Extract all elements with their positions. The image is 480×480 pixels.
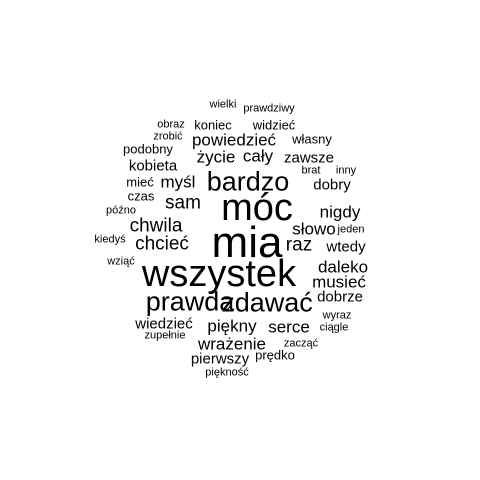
word-caly: cały [242, 146, 274, 166]
word-inny: inny [335, 164, 357, 177]
word-widziec: widzieć [252, 117, 296, 133]
word-miec: mieć [126, 174, 154, 190]
word-podobny: podobny [123, 141, 173, 157]
word-zupelnie: zupełnie [144, 329, 186, 342]
word-czas: czas [127, 188, 155, 204]
word-nigdy: nigdy [319, 202, 361, 222]
word-raz: raz [285, 234, 313, 256]
word-pozno: późno [106, 204, 136, 217]
word-bardzo: bardzo [206, 166, 290, 197]
word-zawsze: zawsze [283, 149, 335, 167]
word-brat: brat [301, 164, 321, 177]
word-jeden: jeden [337, 223, 365, 236]
word-zdawac: zdawać [221, 287, 313, 318]
word-wielki: wielki [209, 98, 237, 111]
word-pieknosc: piękność [205, 366, 249, 379]
word-kiedys: kiedyś [94, 233, 126, 246]
word-koniec: koniec [194, 117, 232, 133]
word-slowo: słowo [292, 219, 336, 239]
word-zaczac: zacząć [283, 337, 319, 350]
word-piekny: piękny [207, 316, 257, 336]
word-prawda: prawda [145, 286, 235, 317]
word-dobry: dobry [313, 176, 351, 194]
word-prawdziwy: prawdziwy [243, 102, 295, 115]
word-daleko: daleko [317, 257, 369, 277]
word-mia: mia [211, 218, 283, 267]
word-pierwszy: pierwszy [190, 350, 250, 368]
word-mysl: myśl [160, 172, 196, 192]
word-zrobic: zrobić [153, 130, 183, 143]
word-wszystek: wszystek [141, 253, 297, 295]
word-wtedy: wtedy [326, 238, 366, 256]
word-predko: prędko [255, 347, 295, 363]
word-sam: sam [165, 192, 201, 214]
word-dobrze: dobrze [317, 288, 363, 306]
word-obraz: obraz [157, 118, 185, 131]
word-wziac: wziąć [107, 255, 135, 268]
word-powiedziec: powiedzieć [191, 130, 277, 150]
word-wlasny: własny [292, 131, 332, 147]
word-wiedziec: wiedzieć [135, 315, 193, 333]
word-wrazenie: wrażenie [197, 334, 267, 354]
word-chwila: chwila [129, 215, 183, 237]
word-chciec: chcieć [135, 233, 189, 255]
word-zycie: życie [196, 147, 236, 167]
word-moc: móc [221, 187, 293, 229]
word-musiec: musieć [312, 272, 366, 292]
word-kobieta: kobieta [128, 157, 178, 175]
word-serce: serce [268, 317, 310, 337]
word-wyraz: wyraz [322, 309, 352, 322]
word-ciagle: ciągle [319, 321, 349, 334]
